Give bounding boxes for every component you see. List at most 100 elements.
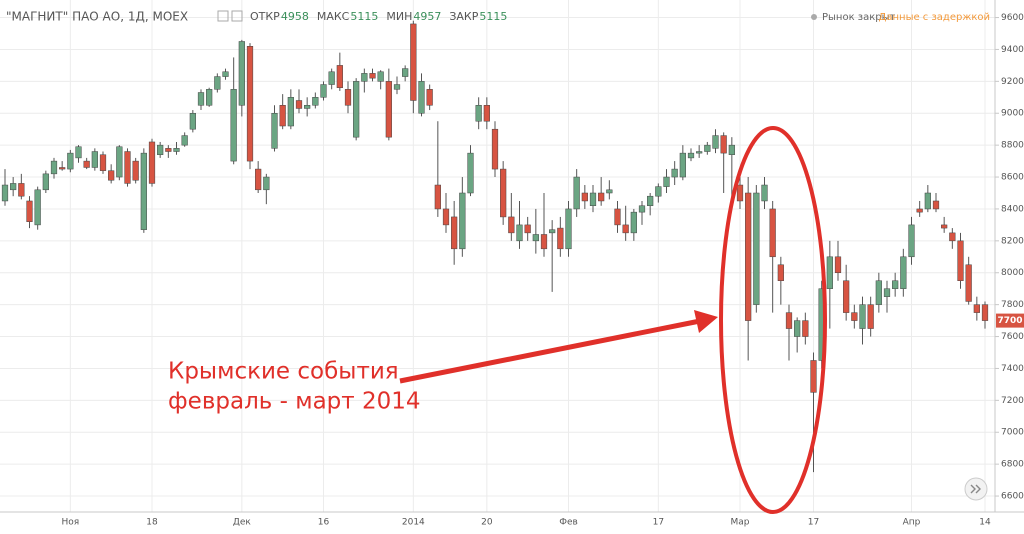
candle-body — [361, 73, 368, 82]
candle-body — [336, 65, 343, 88]
candle-body — [369, 73, 376, 79]
candle-body — [957, 240, 964, 281]
candle-body — [1, 184, 9, 202]
candle-body — [50, 160, 58, 175]
candle-body — [483, 105, 490, 122]
candle-body — [540, 234, 548, 250]
stat-value: 5115 — [479, 10, 507, 23]
candle-body — [949, 232, 956, 242]
chart-title: "МАГНИТ" ПАО АО, 1Д, MOEX — [6, 10, 188, 24]
y-tick-label: 8200 — [1001, 236, 1024, 246]
candle-body — [728, 144, 735, 155]
y-tick-label: 9000 — [1001, 109, 1024, 119]
candle-body — [745, 192, 752, 321]
candle-body — [720, 135, 727, 154]
y-tick-label: 8400 — [1001, 204, 1024, 214]
candle-body — [826, 256, 833, 289]
candle-body — [932, 200, 940, 210]
candle-body — [753, 192, 760, 305]
candle-body — [34, 189, 41, 226]
candle-body — [173, 148, 180, 152]
candle-body — [598, 192, 605, 202]
candle-body — [246, 46, 254, 162]
candle-body — [581, 192, 588, 202]
candle-body — [663, 176, 670, 187]
annotation-line: Крымские события — [168, 359, 399, 385]
candle-body — [647, 195, 654, 207]
icon[interactable] — [217, 10, 229, 22]
candle-body — [761, 184, 768, 202]
candle-body — [549, 229, 556, 234]
x-tick-label: 17 — [808, 518, 819, 528]
candle-body — [434, 184, 441, 210]
grid — [0, 0, 995, 512]
y-tick-label: 6600 — [1001, 492, 1024, 502]
icon[interactable] — [231, 10, 243, 22]
header: "МАГНИТ" ПАО АО, 1Д, MOEX ОТКР 4958 МАКС 51… — [6, 10, 990, 24]
candle-body — [108, 170, 115, 181]
y-tick-label: 9400 — [1001, 45, 1024, 55]
candle-body — [532, 234, 539, 242]
candle-body — [18, 183, 25, 197]
y-tick-label: 8000 — [1001, 268, 1024, 278]
x-tick-label: 20 — [481, 518, 493, 528]
candle-body — [238, 41, 245, 106]
y-tick-label: 6800 — [1001, 460, 1024, 470]
y-tick-label: 7400 — [1001, 364, 1024, 374]
candle-body — [491, 128, 499, 170]
scroll-button[interactable] — [964, 477, 988, 501]
candle-body — [385, 81, 392, 138]
candle-body — [924, 192, 931, 210]
candle-body — [516, 224, 523, 242]
candle-body — [892, 280, 899, 289]
annotation-line: февраль - март 2014 — [168, 389, 421, 415]
candle-body — [442, 208, 450, 226]
y-tick-label: 7600 — [1001, 332, 1024, 342]
last-price-box — [996, 313, 1024, 328]
candle-body — [132, 160, 139, 181]
x-tick-label: Фев — [559, 518, 578, 528]
candle-body — [557, 227, 564, 250]
candle-body — [459, 192, 466, 250]
y-tick-label: 7200 — [1001, 396, 1024, 406]
candle-body — [500, 168, 507, 218]
candle-body — [255, 168, 262, 191]
candle-body — [320, 84, 327, 98]
y-tick-label: 8600 — [1001, 173, 1024, 183]
x-tick-label: Мар — [731, 518, 750, 528]
stats: ОТКР 4958 МАКС 5115 МИН 4957 ЗАКР 5115 — [250, 10, 507, 23]
candle-body — [851, 312, 858, 321]
candles — [1, 20, 989, 473]
candle-body — [393, 84, 401, 90]
x-tick-label: 14 — [979, 518, 991, 528]
y-tick-label: 7800 — [1001, 300, 1024, 310]
candle-body — [67, 152, 74, 170]
candle-body — [965, 264, 972, 302]
arrow-shaft — [399, 318, 701, 384]
candle-body — [704, 144, 711, 152]
y-tick-label: 9200 — [1001, 77, 1024, 87]
scroll-icon — [970, 484, 981, 494]
candle-body — [295, 100, 303, 109]
last-price-label: 7700 — [997, 316, 1022, 326]
delay-note[interactable]: Данные с задержкой — [879, 12, 990, 23]
x-tick-label: Дек — [233, 518, 252, 528]
candle-body — [304, 105, 311, 109]
candle-body — [696, 151, 703, 154]
candle-body — [941, 224, 948, 229]
candle-body — [867, 304, 874, 329]
x-tick-label: 17 — [653, 518, 664, 528]
candle-body — [312, 97, 319, 106]
candle-body — [99, 154, 107, 171]
candle-body — [410, 23, 417, 101]
candle-body — [165, 148, 172, 152]
arrow-head — [694, 310, 718, 333]
candle-body — [157, 144, 164, 155]
candle-body — [973, 304, 980, 313]
candle-body — [140, 152, 147, 230]
candle-body — [26, 200, 33, 222]
status-dot — [811, 14, 817, 20]
scroll-button-circle[interactable] — [964, 477, 988, 501]
